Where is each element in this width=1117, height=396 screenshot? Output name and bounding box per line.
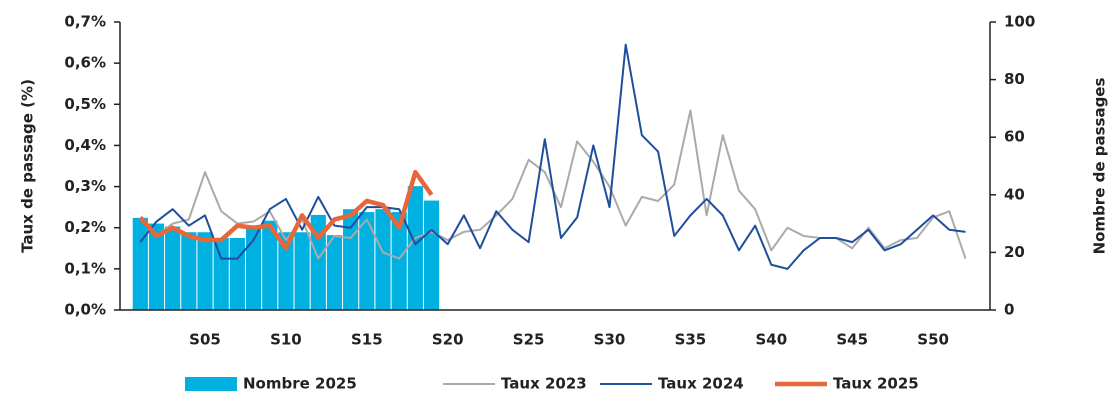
x-tick-label: S45	[836, 331, 868, 349]
y-tick-label: 0,3%	[64, 177, 106, 195]
y2-tick-label: 20	[1004, 243, 1025, 261]
y-tick-label: 0,2%	[64, 218, 106, 236]
line	[138, 169, 434, 251]
bar	[229, 238, 245, 310]
y-tick-label: 0,0%	[64, 301, 106, 319]
legend-label: Nombre 2025	[243, 375, 357, 393]
bar	[278, 232, 294, 310]
bar	[375, 209, 391, 310]
bar	[165, 226, 181, 310]
y-tick-label: 0,1%	[64, 259, 106, 277]
bar	[262, 220, 278, 310]
bar	[197, 232, 213, 310]
legend-label: Taux 2025	[833, 375, 919, 393]
bar	[148, 223, 165, 310]
x-tick-label: S20	[432, 331, 464, 349]
y2-tick-label: 80	[1004, 70, 1025, 88]
y-tick-label: 0,7%	[64, 13, 106, 31]
y2-tick-label: 60	[1004, 128, 1025, 146]
bar	[245, 226, 262, 310]
legend-swatch	[185, 377, 237, 391]
y-tick-label: 0,4%	[64, 136, 106, 154]
y-tick-label: 0,5%	[64, 95, 106, 113]
legend-label: Taux 2024	[658, 375, 744, 393]
bar	[310, 214, 326, 310]
bar	[343, 209, 359, 310]
y2-tick-label: 40	[1004, 185, 1025, 203]
bar	[326, 235, 343, 310]
bar	[423, 200, 440, 310]
x-tick-label: S10	[270, 331, 302, 349]
bar	[391, 212, 407, 310]
y2-tick-label: 0	[1004, 301, 1014, 319]
y2-axis-label: Nombre de passages	[1091, 78, 1109, 255]
x-tick-label: S30	[594, 331, 626, 349]
y-tick-label: 0,6%	[64, 54, 106, 72]
x-tick-label: S25	[513, 331, 545, 349]
bar	[359, 212, 375, 310]
x-tick-label: S35	[675, 331, 707, 349]
y-axis-label: Taux de passage (%)	[19, 79, 37, 253]
y2-tick-label: 100	[1004, 13, 1035, 31]
x-tick-label: S15	[351, 331, 383, 349]
line	[139, 43, 966, 270]
legend-label: Taux 2023	[501, 375, 587, 393]
x-tick-label: S40	[755, 331, 787, 349]
x-tick-label: S05	[189, 331, 221, 349]
bar	[132, 217, 148, 310]
bar	[213, 238, 229, 310]
x-tick-label: S50	[917, 331, 949, 349]
bar	[407, 186, 423, 310]
bar	[294, 232, 310, 310]
bar	[181, 232, 197, 310]
